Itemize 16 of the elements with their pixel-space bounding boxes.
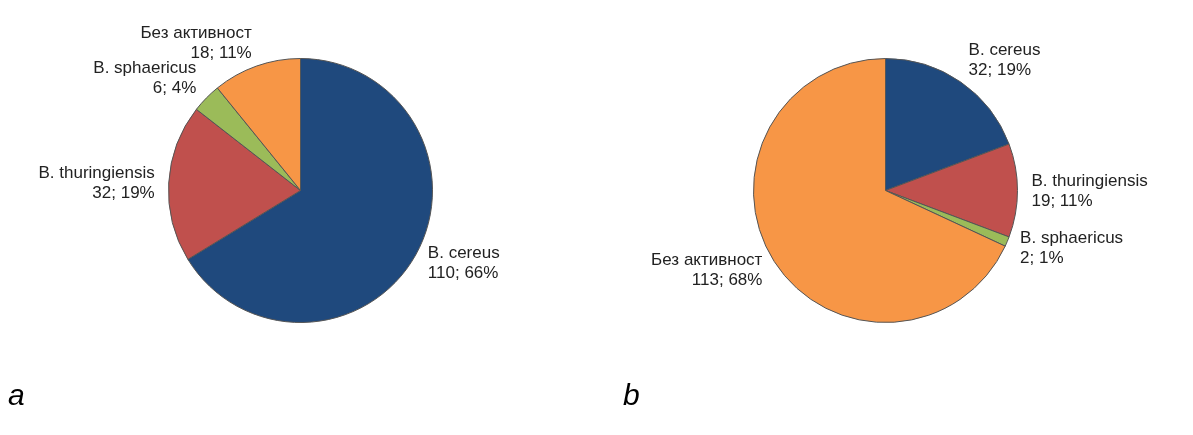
data-label: 32; 19% xyxy=(92,182,155,202)
text: a xyxy=(8,378,26,412)
data-label: 6; 4% xyxy=(152,77,197,97)
data-label: 19; 11% xyxy=(1031,191,1093,211)
slice-label: Без активност xyxy=(651,249,763,269)
slice-label: B. thuringiensis xyxy=(1031,171,1148,191)
slice-label: Без активност xyxy=(140,22,252,42)
slice-label: B. cereus xyxy=(427,242,500,262)
data-label: 32; 19% xyxy=(968,60,1031,80)
slice-label: B. thuringiensis xyxy=(38,162,155,182)
data-label: 110; 66% xyxy=(427,262,499,282)
slice-label: B. sphaericus xyxy=(1020,227,1124,247)
slice-label: B. cereus xyxy=(968,40,1041,60)
data-label: 113; 68% xyxy=(691,269,763,289)
data-label: 2; 1% xyxy=(1020,247,1064,267)
text: b xyxy=(623,378,641,412)
